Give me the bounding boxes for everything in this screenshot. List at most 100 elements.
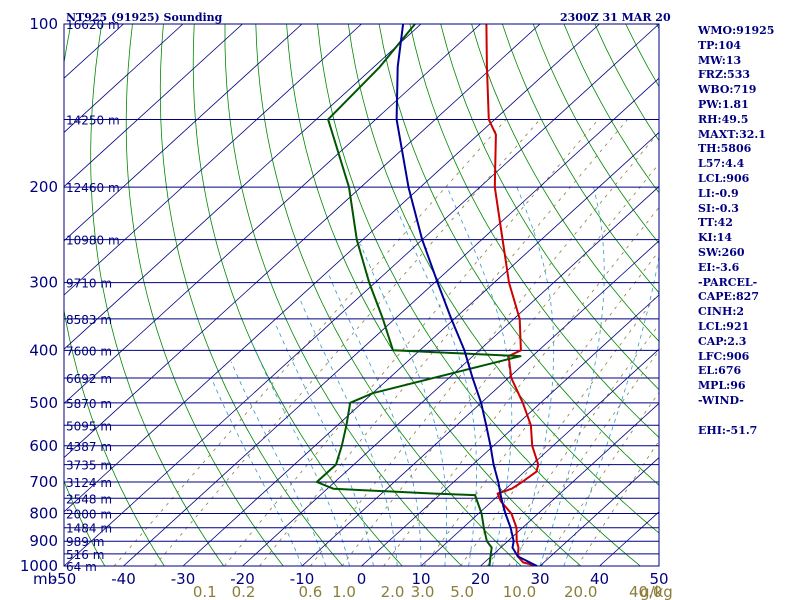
dry-adiabat [440, 24, 659, 391]
isotherm [539, 457, 659, 566]
dry-adiabat [0, 24, 51, 578]
isotherm [420, 348, 659, 566]
moist-adiabat [274, 322, 374, 566]
index-item: CINH:2 [698, 305, 745, 319]
pressure-tick-label: 200 [29, 178, 58, 196]
dry-adiabat [286, 24, 582, 566]
temperature-tick-label: 50 [649, 570, 668, 588]
dry-adiabat [224, 24, 463, 566]
index-item: L57:4.4 [698, 157, 745, 171]
index-item: -PARCEL- [698, 275, 758, 289]
parcel-profile [395, 24, 538, 566]
pressure-tick-label: 1000 [20, 557, 58, 575]
mixing-ratio-label: 0.2 [232, 583, 256, 600]
isobars [64, 23, 659, 567]
dry-adiabat [378, 24, 659, 486]
index-item: CAPE:827 [698, 290, 759, 304]
isotherm [64, 24, 600, 513]
pressure-tick-label: 700 [29, 473, 58, 491]
dry-adiabat [125, 24, 284, 566]
mixing-ratio-label: 0.1 [193, 583, 217, 600]
index-item: MW:13 [698, 53, 742, 67]
mixing-ratio-line [224, 119, 599, 566]
mixing-ratio-line [113, 119, 507, 566]
mixing-ratio-label: 5.0 [450, 583, 474, 600]
height-label: 64 m [66, 560, 97, 574]
isotherm [480, 402, 659, 566]
dry-adiabat [159, 24, 344, 566]
index-item: MAXT:32.1 [698, 127, 766, 141]
mixing-ratio-label: 40.0 [629, 583, 662, 600]
index-item: WBO:719 [698, 83, 757, 97]
station-title: NT925 (91925) Sounding [66, 11, 223, 24]
unit-mb-label: mb [33, 570, 57, 588]
height-label: 3735 m [66, 459, 112, 473]
index-item: KI:14 [698, 231, 733, 245]
isotherm [64, 24, 362, 296]
background-lines [0, 24, 659, 578]
isotherm [64, 24, 541, 459]
height-label: 6692 m [66, 372, 112, 386]
moist-adiabat [563, 253, 659, 566]
height-label: 10980 m [66, 234, 120, 248]
pressure-tick-label: 400 [29, 341, 58, 359]
height-label: 2000 m [66, 507, 112, 521]
dry-adiabat [347, 24, 659, 534]
moist-adiabat [539, 187, 605, 566]
temperature-tick-label: 0 [357, 570, 367, 588]
temperature-tick-label: 30 [530, 570, 549, 588]
mixing-ratio-line [423, 250, 659, 566]
mixing-ratio-label: 3.0 [411, 583, 435, 600]
isotherm [64, 24, 659, 566]
dry-adiabat [255, 24, 522, 566]
height-label: 9710 m [66, 277, 112, 291]
temperature-tick-label: -10 [290, 570, 315, 588]
moist-adiabat [211, 377, 303, 566]
index-item: PW:1.81 [698, 97, 749, 111]
isotherm [64, 24, 243, 188]
index-item: -WIND- [698, 393, 744, 407]
mixing-ratio-line [259, 119, 628, 566]
mixing-ratio-line [576, 440, 659, 566]
valid-time: 2300Z 31 MAR 20 [560, 11, 671, 24]
index-item: WMO:91925 [698, 24, 775, 37]
height-label: 14250 m [66, 113, 120, 127]
plot-frame [63, 23, 660, 567]
moist-adiabat [515, 187, 555, 566]
moist-adiabat [360, 244, 447, 566]
height-label: 2548 m [66, 492, 112, 506]
unit-gkg-label: g/kg [640, 583, 673, 600]
isotherm [64, 24, 184, 133]
index-item: SW:260 [698, 245, 745, 259]
mixing-ratio-label: 0.6 [298, 583, 322, 600]
pressure-tick-label: 500 [29, 394, 58, 412]
dry-adiabat [471, 24, 659, 342]
height-label: 5870 m [66, 397, 112, 411]
temperature-tick-label: -40 [111, 570, 136, 588]
index-item: SI:-0.3 [698, 201, 739, 215]
dry-adiabat [64, 480, 106, 566]
pressure-tick-label: 300 [29, 274, 58, 292]
mixing-ratio-line [383, 206, 659, 566]
index-item: EI:-3.6 [698, 260, 740, 274]
index-item: MPL:96 [698, 379, 746, 393]
height-label: 1484 m [66, 522, 112, 536]
height-label: 8583 m [66, 313, 112, 327]
moist-adiabat [396, 209, 477, 566]
index-item: LCL:906 [698, 171, 750, 185]
height-label: 12460 m [66, 181, 120, 195]
isotherm [242, 186, 659, 566]
height-label: 3124 m [66, 476, 112, 490]
temperature-tick-label: -20 [230, 570, 255, 588]
dewpoint-profile [315, 24, 522, 566]
pressure-tick-label: 900 [29, 532, 58, 550]
pressure-tick-label: 100 [29, 15, 58, 33]
height-label: 989 m [66, 535, 104, 549]
index-item: TP:104 [698, 38, 742, 52]
height-label: 5095 m [66, 419, 112, 433]
dry-adiabat [409, 24, 659, 438]
isotherm [182, 131, 659, 566]
index-item: CAP:2.3 [698, 334, 747, 348]
moist-adiabat [328, 274, 422, 566]
